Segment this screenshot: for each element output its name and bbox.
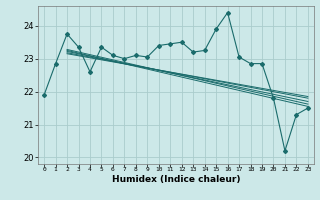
X-axis label: Humidex (Indice chaleur): Humidex (Indice chaleur) xyxy=(112,175,240,184)
